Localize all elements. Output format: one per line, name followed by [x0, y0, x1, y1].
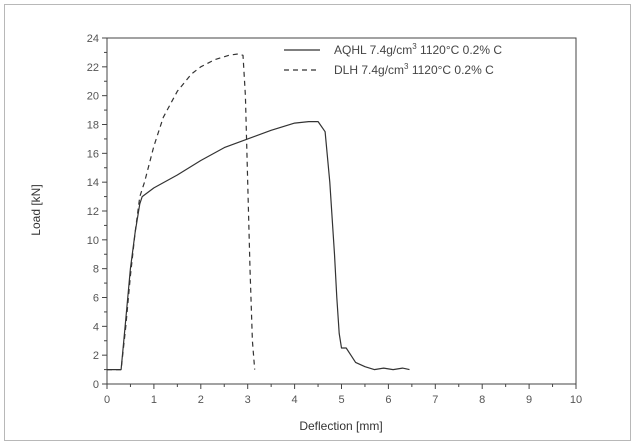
legend-entry-aqhl: AQHL 7.4g/cm3 1120°C 0.2% C: [334, 42, 502, 57]
x-tick-label: 4: [292, 394, 298, 406]
y-axis-label: Load [kN]: [29, 184, 43, 235]
x-tick-label: 1: [151, 394, 157, 406]
x-axis-label: Deflection [mm]: [299, 419, 382, 433]
x-tick-label: 2: [198, 394, 204, 406]
y-tick-label: 24: [87, 33, 99, 45]
y-tick-label: 18: [87, 120, 99, 132]
y-tick-label: 6: [93, 293, 99, 305]
y-tick-label: 10: [87, 235, 99, 247]
x-tick-label: 0: [104, 394, 110, 406]
x-tick-label: 5: [338, 394, 344, 406]
x-tick-label: 8: [479, 394, 485, 406]
series-line-dlh: [107, 53, 256, 371]
series-line-aqhl: [107, 120, 410, 371]
y-tick-label: 2: [93, 350, 99, 362]
x-tick-label: 7: [432, 394, 438, 406]
plot-area-border: [106, 37, 577, 385]
y-tick-label: 12: [87, 206, 99, 218]
x-tick-label: 9: [526, 394, 532, 406]
series-layer: [107, 53, 410, 371]
legend-entry-dlh: DLH 7.4g/cm3 1120°C 0.2% C: [334, 62, 494, 77]
y-tick-label: 8: [93, 264, 99, 276]
y-tick-label: 0: [93, 379, 99, 391]
y-tick-label: 20: [87, 91, 99, 103]
x-tick-label: 6: [385, 394, 391, 406]
x-tick-label: 3: [245, 394, 251, 406]
chart-frame: [4, 4, 631, 441]
y-tick-label: 4: [93, 321, 99, 333]
legend: AQHL 7.4g/cm3 1120°C 0.2% C DLH 7.4g/cm3 …: [284, 42, 502, 77]
y-tick-label: 22: [87, 62, 99, 74]
x-tick-label: 10: [570, 394, 582, 406]
y-tick-label: 14: [87, 177, 99, 189]
y-tick-label: 16: [87, 148, 99, 160]
